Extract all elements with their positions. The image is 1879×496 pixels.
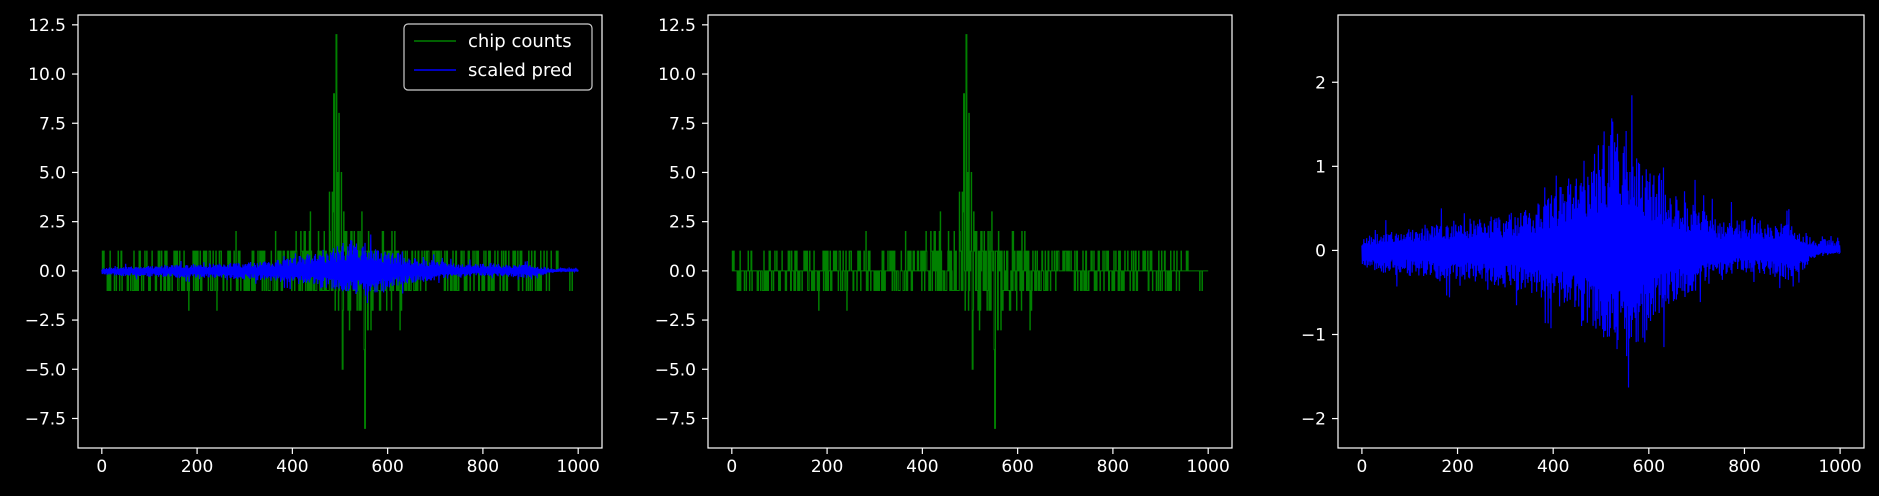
- y-tick-label: 2: [1315, 73, 1326, 93]
- y-tick-label: 12.5: [658, 16, 696, 36]
- x-tick-label: 0: [1356, 457, 1367, 477]
- legend-label-scaled-pred: scaled pred: [468, 60, 572, 81]
- ticks: 0 200 400 600 800 1000 −2 −1 0 1 2: [1301, 73, 1862, 477]
- x-tick-label: 1000: [1187, 457, 1230, 477]
- x-tick-label: 200: [1441, 457, 1473, 477]
- y-tick-label: −2.5: [655, 311, 696, 331]
- x-tick-label: 800: [1097, 457, 1129, 477]
- x-tick-label: 600: [371, 457, 403, 477]
- y-tick-label: 0.0: [39, 262, 66, 282]
- x-tick-label: 800: [1728, 457, 1760, 477]
- y-tick-label: 2.5: [669, 213, 696, 233]
- x-tick-label: 200: [181, 457, 213, 477]
- axes-frame: [707, 14, 1233, 449]
- y-tick-label: 0: [1315, 241, 1326, 261]
- legend-label-chip-counts: chip counts: [468, 31, 572, 52]
- series-line-scaled-pred: [1361, 95, 1841, 388]
- x-tick-label: 0: [726, 457, 737, 477]
- y-tick-label: −7.5: [25, 409, 66, 429]
- plot-area: [731, 34, 1209, 429]
- plot-area: [1361, 95, 1841, 388]
- y-tick-label: 10.0: [28, 65, 66, 85]
- y-tick-label: −7.5: [655, 409, 696, 429]
- x-tick-label: 0: [96, 457, 107, 477]
- x-tick-label: 200: [811, 457, 843, 477]
- y-tick-label: 10.0: [658, 65, 696, 85]
- legend: chip counts scaled pred: [403, 23, 593, 91]
- axes-frame: [77, 14, 603, 449]
- x-tick-label: 400: [906, 457, 938, 477]
- y-tick-label: −5.0: [655, 360, 696, 380]
- series-line-scaled-pred: [101, 234, 579, 303]
- chart-panel-1: 0 200 400 600 800 1000 −7.5 −5.0 −2.5 0.0 2.5 5.0 7.…: [25, 14, 603, 477]
- x-tick-label: 400: [1537, 457, 1569, 477]
- y-tick-label: −2: [1301, 410, 1326, 430]
- chart-panel-3: 0 200 400 600 800 1000 −2 −1 0 1 2: [1301, 14, 1865, 477]
- x-tick-label: 1000: [1818, 457, 1861, 477]
- y-tick-label: 0.0: [669, 262, 696, 282]
- chart-panel-2: 0 200 400 600 800 1000 −7.5 −5.0 −2.5 0.0 2.5 5.0 7.…: [655, 14, 1233, 477]
- x-tick-label: 600: [1001, 457, 1033, 477]
- y-tick-label: −1: [1301, 325, 1326, 345]
- x-tick-label: 800: [467, 457, 499, 477]
- plot-area: [101, 34, 579, 429]
- y-tick-label: −5.0: [25, 360, 66, 380]
- y-tick-label: 5.0: [669, 163, 696, 183]
- y-tick-label: 1: [1315, 157, 1326, 177]
- y-tick-label: −2.5: [25, 311, 66, 331]
- y-tick-label: 2.5: [39, 213, 66, 233]
- series-line-chip-counts: [731, 34, 1209, 429]
- x-tick-label: 400: [276, 457, 308, 477]
- y-tick-label: 12.5: [28, 16, 66, 36]
- y-tick-label: 5.0: [39, 163, 66, 183]
- y-tick-label: 7.5: [669, 114, 696, 134]
- x-tick-label: 600: [1633, 457, 1665, 477]
- ticks: 0 200 400 600 800 1000 −7.5 −5.0 −2.5 0.0 2.5 5.0 7.…: [25, 16, 600, 477]
- x-tick-label: 1000: [557, 457, 600, 477]
- ticks: 0 200 400 600 800 1000 −7.5 −5.0 −2.5 0.0 2.5 5.0 7.…: [655, 16, 1230, 477]
- axes-frame: [1337, 14, 1865, 449]
- y-tick-label: 7.5: [39, 114, 66, 134]
